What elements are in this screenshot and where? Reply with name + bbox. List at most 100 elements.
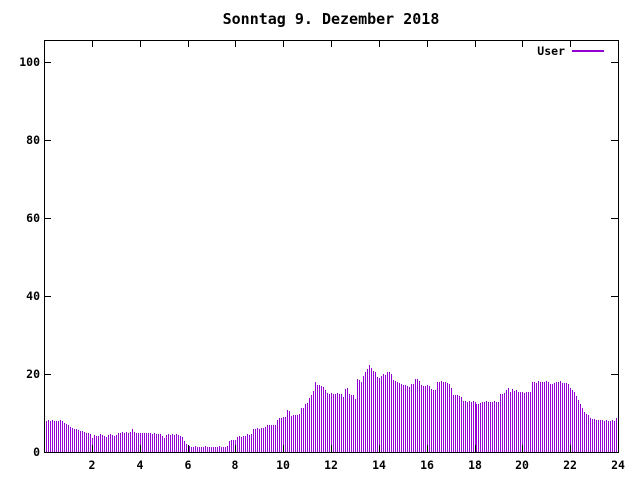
impulse-bar — [122, 432, 123, 452]
impulse-bar — [482, 402, 483, 452]
impulse-bar — [606, 420, 607, 452]
impulse-bar — [403, 385, 404, 452]
y-tick-label: 0 — [33, 445, 40, 459]
impulse-bar — [229, 441, 230, 452]
impulse-bar — [379, 378, 380, 452]
impulse-bar — [162, 436, 163, 452]
impulse-bar — [241, 437, 242, 452]
impulse-bar — [199, 447, 200, 452]
impulse-bar — [405, 385, 406, 452]
impulse-bar — [341, 394, 342, 452]
impulse-bar — [461, 397, 462, 452]
impulse-bar — [568, 384, 569, 452]
impulse-bar — [259, 429, 260, 452]
impulse-bar — [351, 395, 352, 452]
impulse-bar — [514, 391, 515, 452]
impulse-bar — [180, 436, 181, 452]
impulse-bar — [158, 434, 159, 452]
impulse-bar — [612, 420, 613, 452]
impulse-bar — [391, 374, 392, 452]
impulse-bar — [138, 433, 139, 452]
impulse-bar — [443, 382, 444, 452]
impulse-bar — [473, 401, 474, 452]
impulse-bar — [110, 434, 111, 452]
impulse-bar — [299, 414, 300, 452]
impulse-bar — [610, 421, 611, 452]
impulse-bar — [544, 382, 545, 452]
impulse-bar — [90, 434, 91, 452]
impulse-bar — [566, 383, 567, 452]
impulse-bar — [349, 394, 350, 452]
impulse-bar — [281, 418, 282, 452]
impulse-bar — [289, 411, 290, 452]
impulse-bar — [375, 372, 376, 452]
impulse-bar — [80, 431, 81, 452]
impulse-bar — [439, 382, 440, 452]
impulse-bar — [205, 446, 206, 452]
impulse-bar — [586, 414, 587, 452]
impulse-bar — [329, 394, 330, 452]
impulse-bar — [74, 429, 75, 452]
impulse-bar — [550, 384, 551, 452]
impulse-bar — [201, 447, 202, 452]
x-tick-label: 16 — [420, 458, 434, 472]
impulse-bar — [592, 419, 593, 452]
impulse-bar — [441, 381, 442, 452]
impulse-bar — [578, 400, 579, 452]
impulse-bar — [144, 433, 145, 452]
impulse-bar — [502, 394, 503, 452]
impulse-bar — [528, 392, 529, 452]
impulse-bar — [213, 447, 214, 452]
impulse-bar — [534, 382, 535, 452]
impulse-bar — [82, 431, 83, 452]
impulse-bar — [447, 383, 448, 452]
impulse-bar — [52, 420, 53, 452]
impulse-bar — [457, 395, 458, 452]
impulse-bar — [411, 384, 412, 452]
impulse-bar — [337, 393, 338, 452]
impulse-bar — [429, 386, 430, 452]
impulse-bar — [421, 385, 422, 452]
impulse-bar — [265, 427, 266, 452]
impulse-bar — [128, 433, 129, 452]
impulse-bar — [459, 396, 460, 452]
impulse-bar — [189, 446, 190, 452]
impulse-bar — [78, 430, 79, 452]
impulse-bar — [108, 435, 109, 452]
impulse-bar — [255, 429, 256, 452]
y-tick-label: 20 — [26, 367, 40, 381]
impulse-bar — [219, 446, 220, 452]
impulse-bar — [311, 395, 312, 452]
impulse-bar — [237, 437, 238, 452]
impulse-bar — [134, 432, 135, 452]
impulse-bar — [363, 376, 364, 452]
impulse-bar — [62, 421, 63, 452]
x-tick-label: 22 — [563, 458, 577, 472]
impulse-bar — [327, 393, 328, 452]
x-tick-label: 2 — [88, 458, 96, 472]
impulse-bar — [588, 415, 589, 452]
impulse-bar — [449, 384, 450, 452]
impulse-bar — [572, 390, 573, 452]
impulse-bar — [353, 395, 354, 452]
impulse-bar — [257, 428, 258, 452]
y-tick-label: 40 — [26, 289, 40, 303]
impulse-bar — [504, 393, 505, 452]
impulse-bar — [584, 412, 585, 452]
impulse-bar — [345, 389, 346, 452]
impulse-bar — [490, 402, 491, 452]
impulse-bar — [142, 433, 143, 452]
impulse-bar — [395, 381, 396, 452]
impulse-bar — [249, 435, 250, 452]
impulse-bar — [118, 433, 119, 452]
impulse-bar — [383, 374, 384, 452]
impulse-bar — [371, 368, 372, 452]
impulse-bar — [347, 388, 348, 452]
impulse-bar — [70, 427, 71, 452]
impulse-bar — [243, 436, 244, 452]
impulse-bar — [393, 380, 394, 452]
impulse-bar — [124, 433, 125, 452]
impulse-bar — [84, 432, 85, 452]
impulse-bar — [279, 418, 280, 452]
impulse-bar — [616, 418, 617, 452]
